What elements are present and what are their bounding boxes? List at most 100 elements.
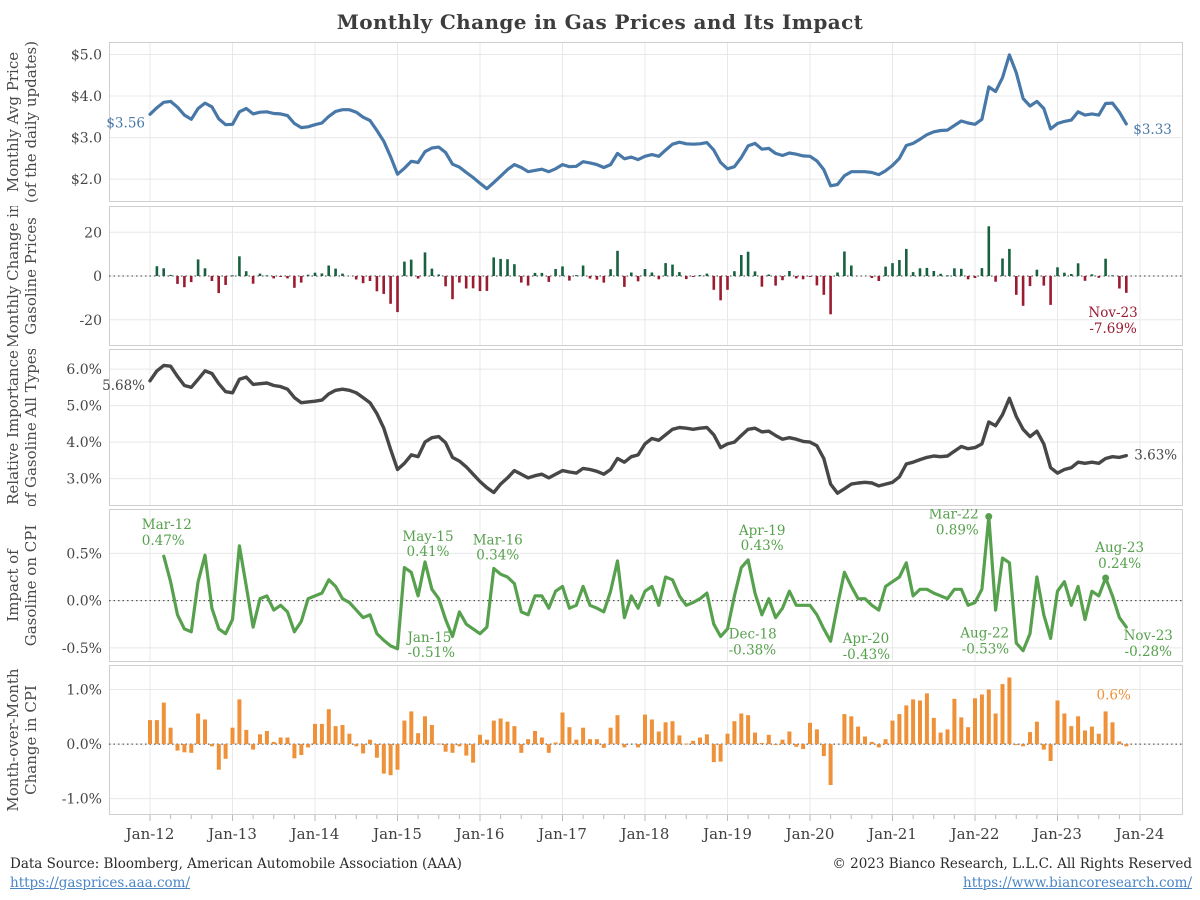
cpi-mom-bar [423, 716, 427, 745]
cpi-mom-bar [381, 744, 386, 774]
cpi-mom-bar [491, 720, 496, 745]
impact-on-cpi-annotation: Mar-12 [142, 517, 192, 533]
copyright-text: © 2023 Bianco Research, L.L.C. All Right… [832, 856, 1192, 872]
cpi-mom-bar [354, 744, 359, 747]
cpi-mom-bar [306, 744, 311, 748]
monthly-change-bar [877, 276, 881, 281]
monthly-change-bar [1021, 276, 1025, 306]
panel-avg-price: $5.0 $4.0 $3.0 $2.0 $3.56 $3.33 Monthly Avg Pr… [4, 42, 1183, 202]
gasprices-link[interactable]: https://gasprices.aaa.com/ [10, 874, 191, 891]
monthly-change-bar [251, 276, 255, 284]
panel-ylabel: (of the daily updates) [22, 42, 40, 202]
cpi-mom-bar [512, 726, 517, 745]
cpi-mom-bar [368, 739, 372, 745]
monthly-change-bar [526, 276, 530, 286]
cpi-mom-bar [278, 737, 283, 744]
cpi-mom-bar [828, 744, 833, 785]
y-tick-label: 0.0% [66, 737, 102, 753]
monthly-change-bar [471, 276, 475, 289]
cpi-mom-bar [251, 744, 256, 750]
cpi-mom-bar [581, 727, 586, 745]
monthly-change-bar [238, 256, 241, 276]
cpi-mom-bar [1041, 744, 1046, 750]
cpi-mom-bar [189, 744, 194, 753]
x-axis: Jan-12 Jan-13 Jan-14 Jan-15 Jan-16 Jan-17 Jan-… [124, 815, 1164, 843]
cpi-mom-bar [883, 739, 888, 745]
cpi-mom-bar [436, 743, 441, 745]
cpi-mom-bar [216, 744, 221, 770]
cpi-mom-bar [794, 744, 799, 747]
monthly-change-bar [616, 250, 619, 276]
monthly-change-bar [588, 276, 592, 279]
cpi-mom-bar [814, 729, 819, 745]
cpi-mom-bar [986, 689, 991, 744]
monthly-change-bar [189, 276, 193, 283]
cpi-mom-bar [691, 740, 696, 745]
chart-title: Monthly Change in Gas Prices and Its Imp… [336, 10, 864, 34]
panel-ylabel: Monthly Avg Price [4, 52, 22, 192]
cpi-mom-bar [203, 719, 207, 744]
y-tick-label: -0.5% [62, 641, 102, 657]
cpi-mom-bar [450, 744, 455, 753]
biancoresearch-link[interactable]: https://www.biancoresearch.com/ [963, 874, 1192, 891]
monthly-change-bar [540, 272, 544, 276]
monthly-change-bar [341, 273, 344, 276]
monthly-change-bar [740, 255, 743, 276]
impact-on-cpi-annotation: Mar-16 [473, 533, 523, 549]
y-tick-label: 3.0% [66, 472, 102, 488]
y-tick-label: -1.0% [62, 792, 102, 808]
cpi-mom-bar [539, 737, 544, 744]
monthly-change-bar [767, 274, 771, 276]
y-tick-label: 5.0% [66, 399, 102, 415]
x-tick-label: Jan-17 [536, 825, 587, 843]
monthly-change-bar [396, 276, 399, 313]
cpi-mom-bar [656, 731, 661, 744]
cpi-mom-bar [808, 722, 812, 745]
impact-on-cpi-annotation: -0.43% [843, 647, 891, 662]
monthly-change-bar [561, 266, 564, 276]
cpi-mom-bar [1089, 726, 1094, 745]
panel-ylabel: Gasoline Prices [22, 217, 40, 335]
cpi-mom-bar [1014, 744, 1019, 746]
cpi-mom-bar [1007, 677, 1012, 744]
monthly-change-bar [774, 276, 777, 286]
impact-on-cpi-annotation: Apr-19 [738, 523, 786, 539]
cpi-mom-bar [876, 744, 881, 748]
cpi-mom-bar [615, 715, 620, 745]
monthly-change-bar [636, 276, 640, 282]
cpi-mom-bar [608, 727, 613, 745]
cpi-mom-bar [429, 725, 434, 745]
cpi-mom-bar [924, 693, 929, 745]
cpi-mom-bar [154, 720, 159, 745]
cpi-mom-bar [897, 714, 902, 745]
cpi-mom-bar [271, 741, 276, 745]
monthly-change-bar [1118, 276, 1121, 289]
y-tick-label: $2.0 [71, 172, 102, 188]
monthly-change-bar [416, 276, 420, 279]
relative-importance-annotation: 3.63% [1134, 448, 1177, 464]
cpi-mom-bar [230, 727, 235, 745]
cpi-mom-bar [801, 744, 806, 749]
cpi-mom-bar [285, 737, 290, 744]
monthly-change-bar [478, 276, 482, 292]
panel-border [109, 665, 1183, 815]
impact-on-cpi-annotation: Aug-22 [959, 626, 1009, 642]
cpi-mom-bar [409, 711, 414, 745]
cpi-mom-bar [388, 744, 393, 776]
cpi-mom-bar [649, 719, 654, 744]
impact-on-cpi-line [162, 514, 1128, 653]
monthly-change-bar [403, 261, 406, 276]
y-tick-label: 6.0% [66, 362, 102, 378]
monthly-change-bar [499, 258, 502, 276]
monthly-change-bar [925, 267, 929, 276]
footer-copyright: © 2023 Bianco Research, L.L.C. All Right… [832, 855, 1192, 893]
monthly-change-bar [162, 268, 165, 276]
cpi-mom-bar [588, 739, 592, 745]
cpi-mom-bar [484, 739, 489, 745]
cpi-mom-bar [1000, 684, 1005, 745]
monthly-change-bar [1063, 272, 1066, 276]
impact-on-cpi-annotation: -0.53% [962, 642, 1010, 658]
panel-border [109, 42, 1183, 202]
cpi-mom-bar [904, 705, 909, 745]
monthly-change-bar [918, 268, 922, 276]
